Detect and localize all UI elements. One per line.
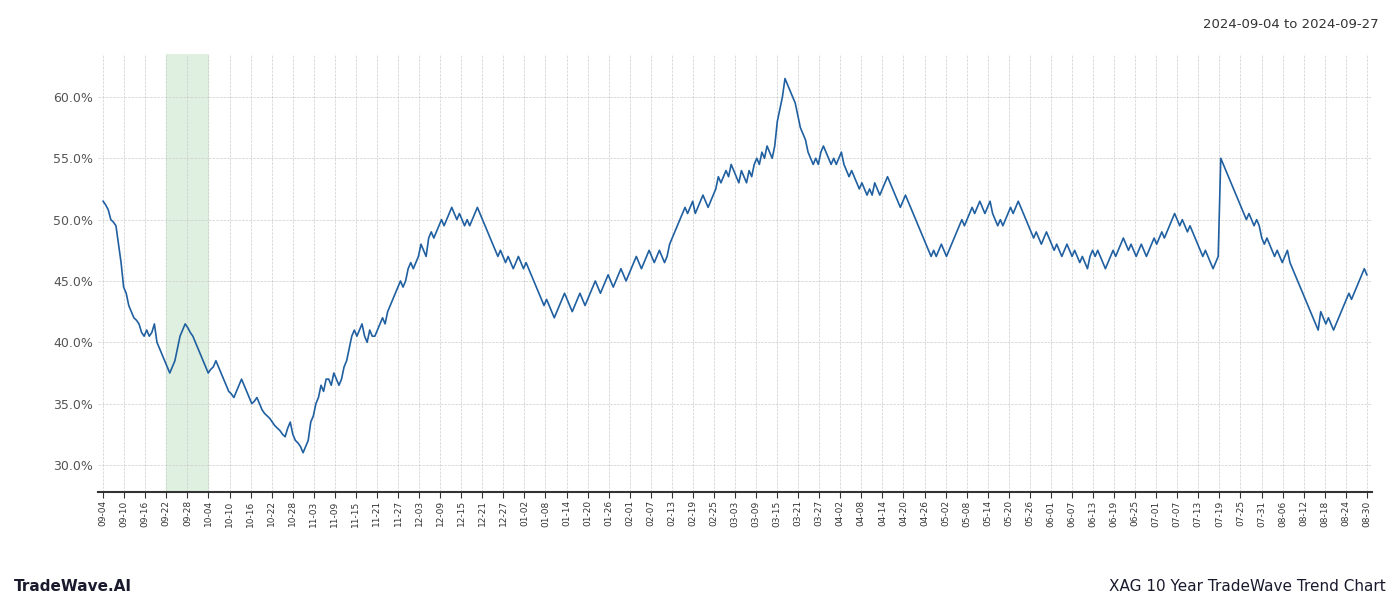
Text: TradeWave.AI: TradeWave.AI — [14, 579, 132, 594]
Text: XAG 10 Year TradeWave Trend Chart: XAG 10 Year TradeWave Trend Chart — [1109, 579, 1386, 594]
Text: 2024-09-04 to 2024-09-27: 2024-09-04 to 2024-09-27 — [1204, 18, 1379, 31]
Bar — [167, 54, 209, 492]
